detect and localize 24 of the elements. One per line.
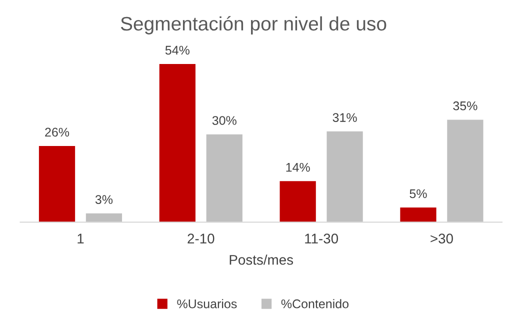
data-label: 3% <box>95 195 113 204</box>
x-tick-label: >30 <box>430 234 453 244</box>
bar <box>447 120 484 222</box>
x-tick-label: 1 <box>78 234 84 244</box>
bar <box>280 181 316 222</box>
bar <box>86 213 122 222</box>
data-label: 54% <box>165 46 190 55</box>
bar <box>206 134 242 222</box>
x-tick-label: 11-30 <box>305 234 338 244</box>
legend-label: %Usuarios <box>177 299 237 308</box>
data-label: 31% <box>332 113 357 122</box>
bar <box>159 64 196 222</box>
data-label: 35% <box>453 101 478 110</box>
x-tick-label: 2-10 <box>188 234 214 244</box>
data-label: 14% <box>286 162 310 172</box>
bar <box>326 131 363 222</box>
data-label: 5% <box>410 189 427 198</box>
chart-title: Segmentación por nivel de uso <box>120 16 386 34</box>
data-label: 30% <box>212 116 236 125</box>
x-axis-title: Posts/mes <box>230 254 294 265</box>
legend-label: %Contenido <box>281 299 348 308</box>
bar <box>38 146 76 222</box>
bar <box>400 208 436 222</box>
data-label: 26% <box>45 128 70 137</box>
